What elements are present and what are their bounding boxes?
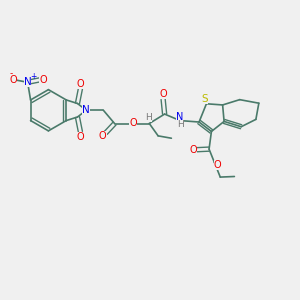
Text: -: -: [9, 69, 13, 78]
Text: N: N: [24, 77, 32, 87]
Text: H: H: [177, 120, 184, 129]
Text: +: +: [31, 72, 37, 81]
Text: N: N: [82, 105, 90, 115]
Text: O: O: [99, 131, 106, 142]
Text: O: O: [39, 75, 47, 85]
Text: O: O: [9, 75, 17, 85]
Text: O: O: [129, 118, 137, 128]
Text: O: O: [214, 160, 221, 170]
Text: O: O: [159, 89, 167, 99]
Text: O: O: [76, 79, 84, 89]
Text: S: S: [202, 94, 208, 104]
Text: H: H: [145, 113, 152, 122]
Text: O: O: [189, 145, 197, 155]
Text: N: N: [176, 112, 184, 122]
Text: O: O: [76, 132, 84, 142]
